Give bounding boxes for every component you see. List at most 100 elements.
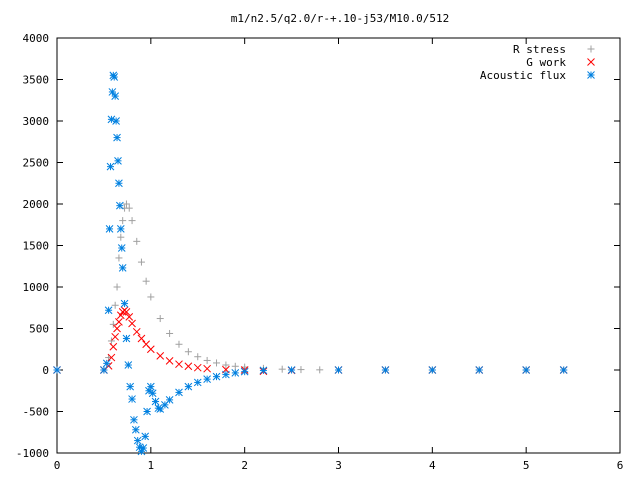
data-point [193,363,202,372]
data-point [143,407,151,416]
data-point [122,308,131,316]
plot-border [56,37,621,454]
y-tick-label: -1000 [16,447,49,460]
data-point [231,362,239,370]
data-point [53,366,61,374]
data-point [146,382,155,391]
data-point [107,337,115,345]
legend-label: G work [526,56,566,69]
data-point [184,348,192,356]
x-tick-label: 1 [148,459,155,472]
y-tick-label: 500 [29,323,49,336]
data-point [278,365,286,373]
data-point [165,357,174,365]
data-point [128,217,136,225]
data-point [109,342,118,351]
legend-label: Acoustic flux [480,69,566,82]
data-point [107,353,116,362]
data-point [175,340,183,348]
data-point [111,301,119,309]
data-point [139,444,148,452]
data-point [156,352,165,360]
data-point [133,436,142,445]
data-point [113,283,121,291]
data-point [175,360,183,369]
x-tick-label: 0 [54,459,61,472]
data-point [334,366,343,374]
data-point [117,233,125,241]
data-point [156,315,164,323]
x-tick-label: 5 [523,459,530,472]
data-point [175,388,183,397]
data-point [113,133,121,142]
legend-marker [587,58,595,66]
data-point [212,372,221,381]
data-point [115,254,123,262]
legend-marker [587,71,595,79]
data-points [53,71,568,456]
y-tick-label: 2000 [23,198,50,211]
data-point [184,362,193,371]
data-point [240,367,249,376]
data-point [100,366,108,374]
data-point [213,359,221,367]
data-point [112,117,120,125]
data-point [113,324,121,333]
data-point [193,378,202,387]
x-tick-label: 2 [241,459,248,472]
data-point [111,332,120,341]
data-point [111,92,120,100]
y-tick-label: 1000 [23,281,50,294]
data-point [165,396,174,404]
x-tick-label: 4 [429,459,436,472]
data-point [316,366,324,374]
data-point [117,244,126,252]
legend-label: R stress [513,43,566,56]
data-point [203,364,211,373]
chart-title: m1/n2.5/q2.0/r-+.10-j53/M10.0/512 [231,12,450,25]
data-point [132,327,141,336]
data-point [122,200,130,208]
data-point [148,389,157,398]
data-point [128,395,136,403]
data-point [222,370,230,379]
data-point [122,334,131,343]
data-point [109,71,118,80]
legend-marker [587,45,595,53]
data-point [141,432,150,441]
data-point [137,334,146,343]
data-point [146,345,155,354]
data-point [116,225,125,233]
data-point [203,356,211,364]
data-point [102,359,111,368]
data-point [119,217,127,225]
y-tick-label: -500 [23,406,50,419]
data-point [106,162,115,171]
y-tick-label: 4000 [23,32,50,45]
y-tick-label: 3000 [23,115,50,128]
data-point [110,73,119,81]
data-point [109,320,117,328]
data-point [297,366,305,374]
y-tick-label: 2500 [23,157,50,170]
data-point [428,366,437,374]
data-point [105,225,114,233]
axes: 0 1 2 3 4 5 6 -1000 -500 0 500 1000 1500 2000 2500 3000… [16,32,623,472]
data-point [522,366,531,374]
data-point [125,204,133,212]
data-point [115,318,123,326]
data-point [128,319,136,328]
data-point [104,306,113,315]
data-point [194,353,202,361]
data-point [130,415,138,424]
data-point [125,313,134,321]
data-point [166,329,174,337]
data-point [475,366,484,374]
data-point [259,366,268,375]
data-point [381,366,390,374]
data-point [120,299,129,308]
data-point [124,361,133,369]
data-point [151,397,160,406]
